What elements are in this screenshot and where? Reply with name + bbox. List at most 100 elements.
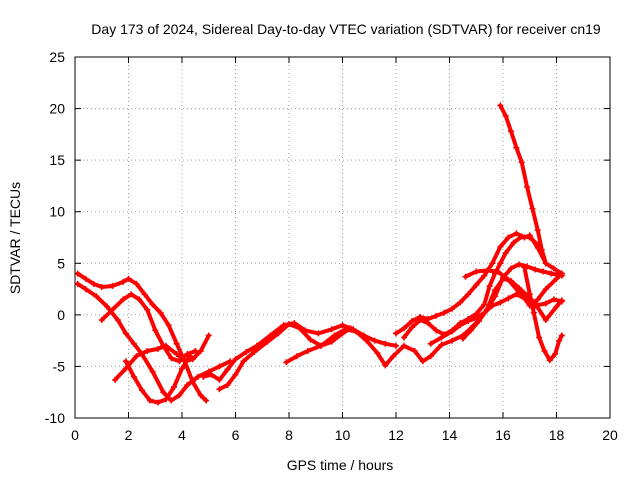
data-point: [502, 249, 509, 256]
x-tick-label: 2: [125, 427, 133, 443]
data-point: [491, 287, 498, 294]
data-point: [516, 261, 523, 268]
data-point: [548, 270, 555, 277]
data-point: [176, 358, 183, 365]
y-tick-label: 0: [57, 307, 65, 323]
data-point: [552, 351, 559, 358]
data-point: [502, 112, 509, 119]
data-point: [328, 326, 335, 333]
data-point: [449, 328, 456, 335]
data-point: [534, 296, 541, 303]
data-point: [283, 359, 290, 366]
data-point: [162, 396, 169, 403]
data-point: [82, 275, 89, 282]
data-point: [232, 356, 239, 363]
series-track-5: [122, 353, 194, 406]
data-point: [224, 366, 231, 373]
data-point: [401, 325, 408, 332]
data-point: [449, 337, 456, 344]
data-point: [339, 322, 346, 329]
data-point: [168, 397, 175, 404]
data-point: [307, 336, 314, 343]
data-point: [120, 278, 127, 285]
data-point: [109, 306, 116, 313]
series-track-8: [283, 261, 565, 369]
data-point: [342, 326, 349, 333]
series-line: [75, 271, 209, 403]
data-point: [251, 348, 258, 355]
data-point: [401, 334, 408, 341]
data-point: [521, 264, 528, 271]
data-point: [125, 275, 132, 282]
y-tick-label: -5: [53, 358, 66, 374]
data-point: [133, 280, 140, 287]
data-point: [508, 265, 515, 272]
data-point: [556, 337, 563, 344]
data-point: [425, 320, 432, 327]
data-point: [224, 381, 231, 388]
data-point: [516, 289, 523, 296]
series-track-13: [462, 267, 565, 309]
data-point: [542, 300, 549, 307]
data-point: [170, 384, 177, 391]
data-point: [393, 330, 399, 337]
data-point: [553, 275, 560, 282]
data-point: [189, 356, 196, 363]
data-point: [459, 335, 466, 342]
data-point: [529, 205, 536, 212]
data-point: [532, 266, 539, 273]
data-point: [505, 234, 512, 241]
data-point: [352, 328, 359, 335]
data-point: [513, 230, 520, 237]
data-point: [524, 183, 531, 190]
data-point: [540, 268, 547, 275]
data-point: [74, 280, 81, 287]
data-point: [141, 291, 148, 298]
data-point: [538, 246, 545, 253]
y-tick-label: -10: [45, 410, 65, 426]
data-point: [449, 305, 456, 312]
data-point: [457, 299, 464, 306]
data-point: [232, 371, 239, 378]
data-point: [122, 330, 129, 337]
data-point: [173, 351, 180, 358]
data-point: [483, 267, 490, 274]
data-point: [390, 353, 397, 360]
data-point: [494, 268, 501, 275]
data-point: [382, 340, 389, 347]
x-tick-label: 4: [178, 427, 186, 443]
data-point: [542, 286, 549, 293]
data-point: [286, 321, 292, 328]
data-point: [473, 281, 480, 288]
x-tick-label: 6: [232, 427, 240, 443]
axis-ticks: 0 2 4 6 8 10 12 14 16 18 20 -10 -5 0 5 10 15 20 25: [45, 49, 618, 443]
data-point: [179, 365, 185, 372]
data-point: [393, 342, 399, 349]
data-point: [195, 373, 202, 380]
data-point: [497, 102, 504, 109]
data-point: [93, 293, 100, 300]
data-point: [208, 371, 215, 378]
x-tick-label: 20: [602, 427, 618, 443]
y-axis-label: SDTVAR / TECUs: [7, 182, 23, 294]
data-point: [363, 337, 370, 344]
data-point: [275, 330, 282, 337]
y-tick-label: 25: [49, 49, 65, 65]
data-point: [128, 291, 135, 298]
data-point: [216, 376, 223, 383]
data-point: [409, 318, 416, 325]
data-point: [205, 332, 212, 339]
x-tick-label: 12: [388, 427, 404, 443]
data-point: [481, 272, 488, 279]
data-point: [294, 353, 301, 360]
data-point: [318, 342, 325, 349]
data-point: [149, 301, 156, 308]
data-point: [481, 301, 488, 308]
data-point: [526, 291, 533, 298]
x-tick-label: 16: [495, 427, 511, 443]
data-point: [104, 303, 111, 310]
data-series: [74, 102, 565, 406]
data-point: [542, 317, 549, 324]
series-track-2: [74, 270, 210, 404]
data-point: [497, 243, 504, 250]
